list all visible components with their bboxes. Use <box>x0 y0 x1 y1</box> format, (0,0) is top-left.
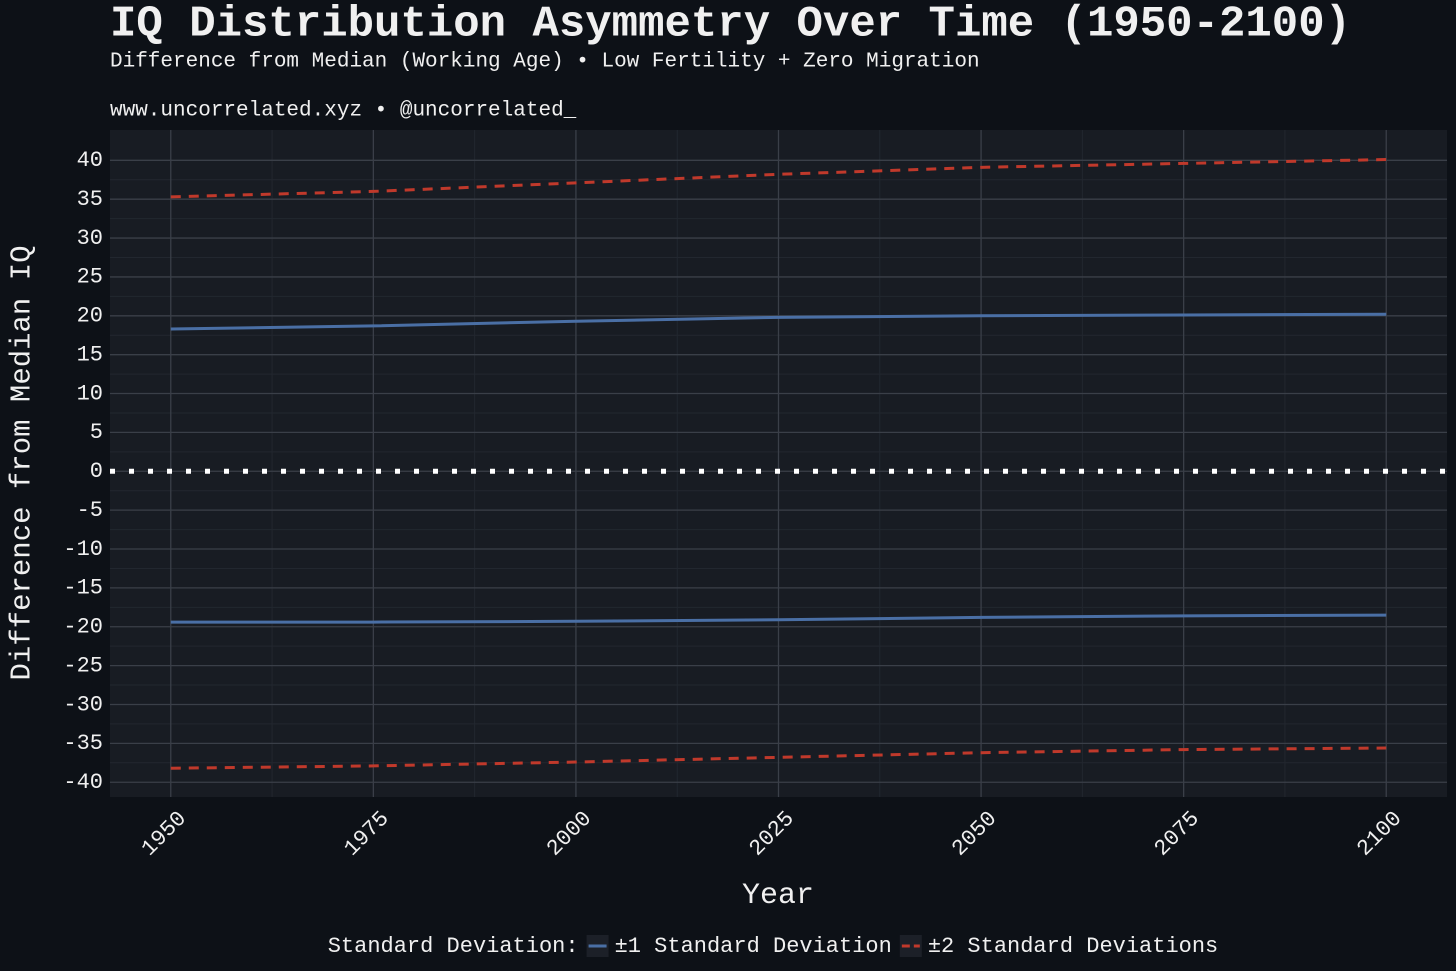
legend-label: ±1 Standard Deviation <box>615 934 892 959</box>
y-tick-label: -5 <box>77 498 103 523</box>
chart-caption: www.uncorrelated.xyz • @uncorrelated_ <box>110 100 577 123</box>
y-tick-label: 35 <box>77 187 103 212</box>
y-tick-label: 40 <box>77 148 103 173</box>
chart-subtitle: Difference from Median (Working Age) • L… <box>110 51 980 74</box>
y-tick-label: -10 <box>63 537 103 562</box>
legend-title: Standard Deviation: <box>328 934 579 959</box>
y-tick-label: -35 <box>63 731 103 756</box>
y-tick-label: 25 <box>77 265 103 290</box>
y-tick-label: -15 <box>63 576 103 601</box>
y-tick-label: -30 <box>63 692 103 717</box>
chart-title: IQ Distribution Asymmetry Over Time (195… <box>110 0 1351 50</box>
series-line <box>170 746 1387 770</box>
y-tick-label: -25 <box>63 653 103 678</box>
x-axis-title: Year <box>742 879 814 913</box>
series-line <box>170 613 1387 624</box>
y-tick-label: 30 <box>77 226 103 251</box>
y-axis-title: Difference from Median IQ <box>6 245 39 680</box>
series-line <box>170 158 1387 199</box>
y-tick-label: -20 <box>63 615 103 640</box>
series-line <box>170 312 1387 331</box>
y-tick-label: -40 <box>63 770 103 795</box>
y-tick-label: 20 <box>77 304 103 329</box>
y-tick-label: 15 <box>77 342 103 367</box>
y-tick-label: 10 <box>77 381 103 406</box>
y-tick-label: 0 <box>90 459 103 484</box>
legend-key <box>899 935 922 957</box>
y-tick-label: 5 <box>90 420 103 445</box>
legend-label: ±2 Standard Deviations <box>928 934 1218 959</box>
